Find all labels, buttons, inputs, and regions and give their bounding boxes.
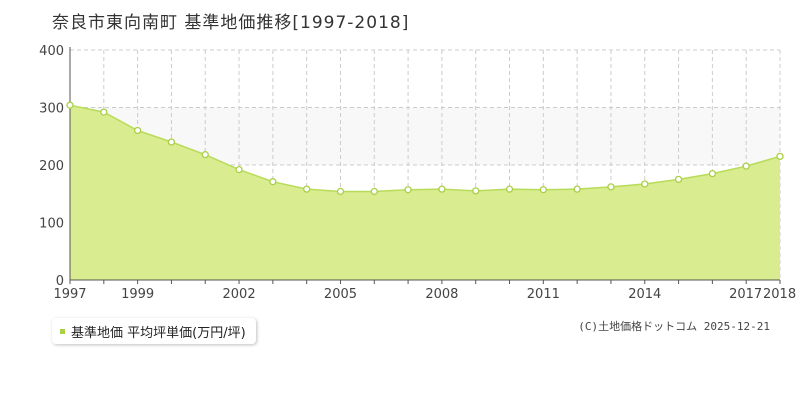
x-tick-label-2005: 2005: [324, 287, 357, 302]
copyright-credit: (C)土地価格ドットコム 2025-12-21: [578, 320, 770, 333]
data-point-2010: [505, 185, 514, 193]
data-point-2006: [370, 187, 378, 196]
data-point-2014: [641, 180, 649, 188]
data-point-2002: [235, 165, 243, 174]
data-point-2015: [674, 175, 683, 184]
x-tick-label-2008: 2008: [425, 287, 458, 302]
band-300-400: [70, 50, 780, 108]
data-points: [66, 101, 784, 196]
data-point-2012: [573, 185, 581, 193]
data-point-1999: [133, 126, 142, 135]
y-tick-label-400: 400: [39, 44, 64, 59]
data-point-1998: [100, 108, 108, 116]
y-tick-label-0: 0: [56, 274, 64, 289]
data-point-2001: [201, 150, 209, 159]
series-line: [69, 104, 781, 193]
data-point-2009: [472, 187, 480, 195]
x-tick-label-1999: 1999: [121, 287, 154, 302]
data-point-2017: [742, 162, 750, 170]
chart-title: 奈良市東向南町 基準地価推移[1997-2018]: [52, 13, 410, 33]
tick-labels: 0 100 200 300 400 1997 1999 2002 2005 2008 2011 201…: [39, 44, 796, 302]
data-point-2011: [539, 186, 547, 194]
y-tick-label-100: 100: [39, 217, 64, 232]
data-point-2003: [269, 178, 277, 186]
data-point-2018: [776, 152, 784, 161]
legend-swatch: [60, 328, 65, 334]
legend: 基準地価 平均坪単価(万円/坪): [52, 318, 256, 344]
data-point-1997: [66, 101, 74, 109]
x-tick-label-2017: 2017: [729, 287, 762, 302]
y-tick-label-300: 300: [39, 102, 64, 117]
data-point-2007: [404, 186, 412, 194]
data-point-2004: [303, 185, 311, 193]
data-point-2000: [167, 138, 176, 146]
data-point-2016: [708, 169, 717, 178]
x-tick-label-2018: 2018: [763, 287, 796, 302]
data-point-2013: [607, 183, 615, 191]
data-point-2008: [438, 185, 446, 193]
x-tick-label-2014: 2014: [628, 287, 661, 302]
data-point-2005: [336, 187, 345, 196]
area-layer: [69, 104, 781, 280]
series-area: [70, 105, 780, 280]
axes: [69, 47, 781, 284]
legend-label: 基準地価 平均坪単価(万円/坪): [71, 325, 246, 341]
x-tick-label-2011: 2011: [527, 287, 560, 302]
x-tick-label-2002: 2002: [223, 287, 256, 302]
y-tick-label-200: 200: [39, 159, 64, 174]
x-tick-label-1997: 1997: [53, 287, 86, 302]
